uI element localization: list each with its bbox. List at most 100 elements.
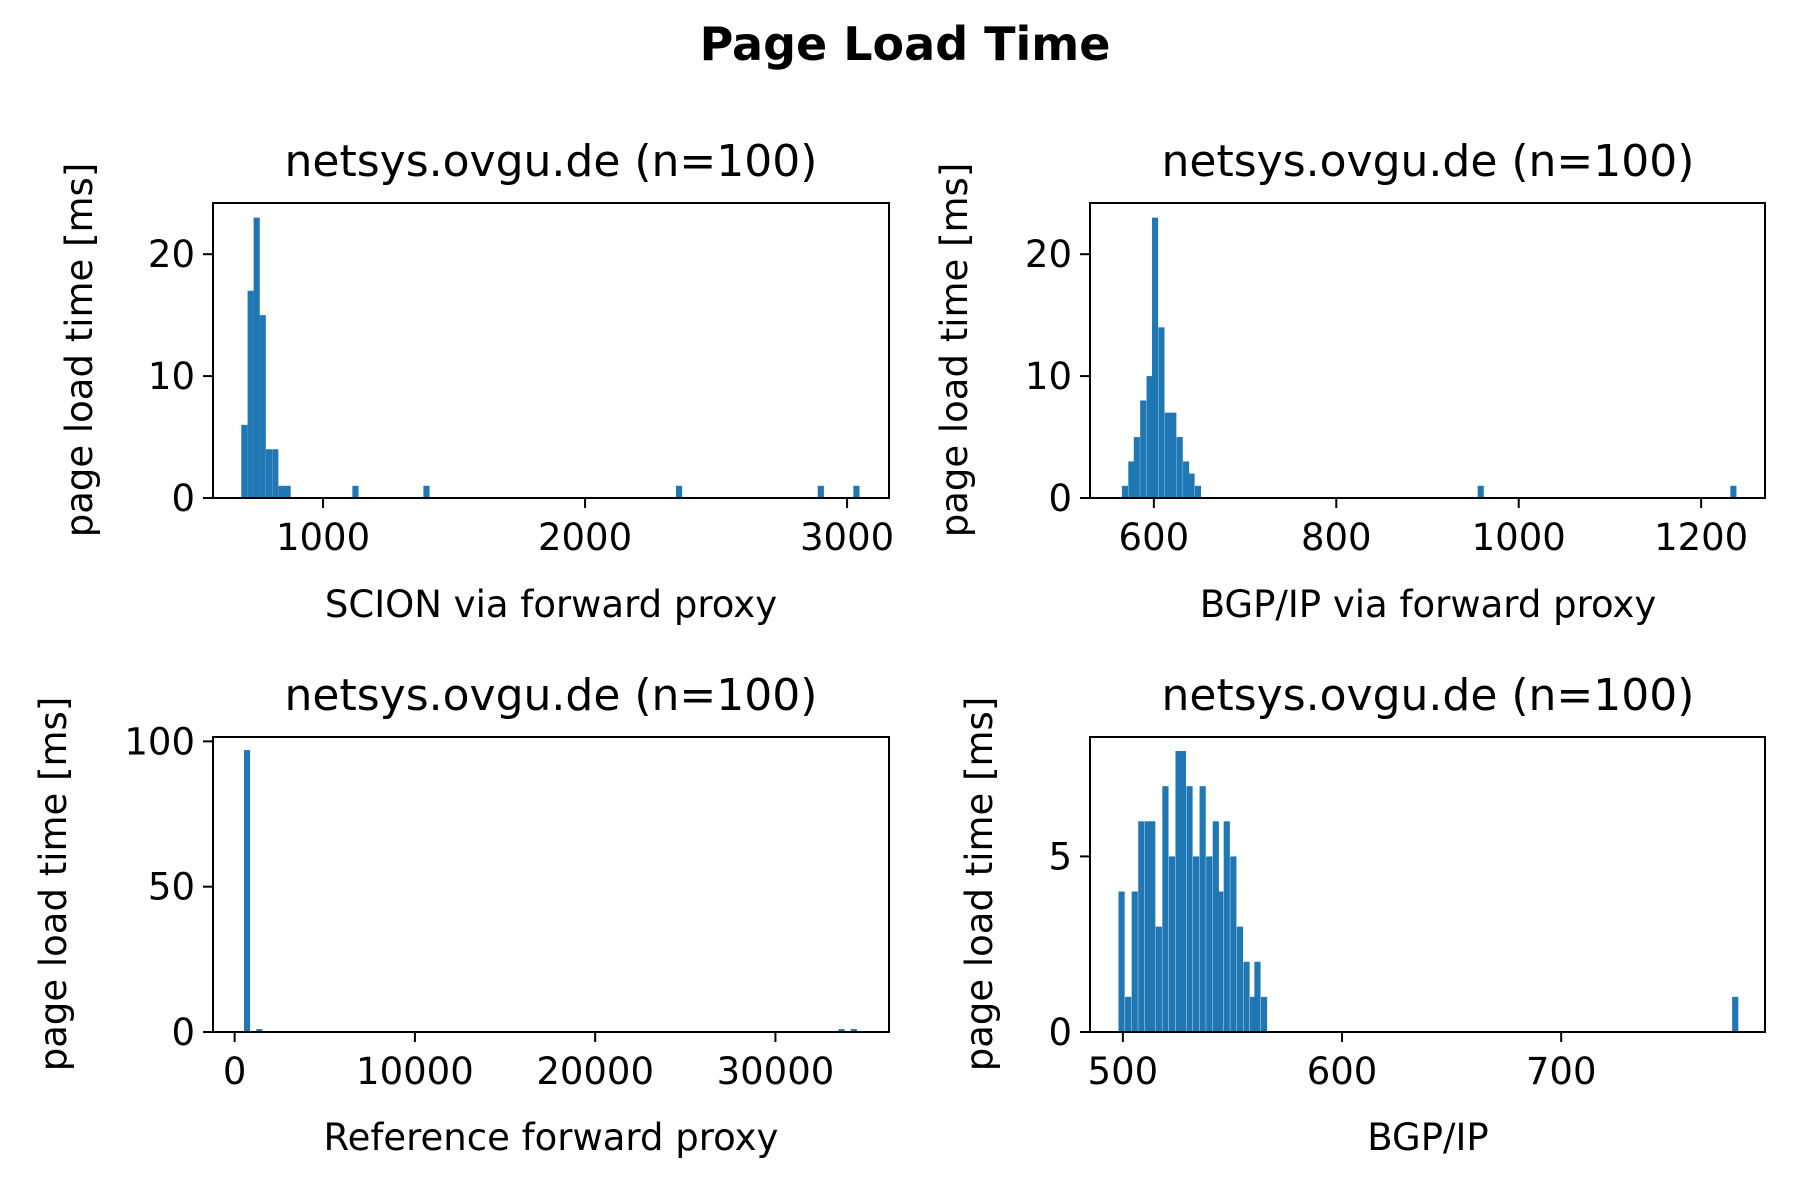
histogram-bar: [423, 485, 430, 498]
histogram-bar: [1155, 926, 1162, 1032]
x-axis-label: BGP/IP: [1367, 1116, 1488, 1159]
histogram-bar: [1128, 461, 1135, 498]
histogram-bar: [1146, 376, 1153, 498]
histogram-bar: [1183, 461, 1190, 498]
axes-frame: [1089, 736, 1766, 1033]
histogram-bar: [1212, 821, 1219, 1032]
x-axis-label: BGP/IP via forward proxy: [1200, 583, 1657, 626]
x-tick-label: 20000: [536, 1050, 654, 1093]
histogram-bar: [1217, 891, 1224, 1032]
histogram-bar: [838, 1029, 845, 1032]
histogram-bar: [1152, 217, 1159, 498]
histogram-bar: [244, 750, 251, 1032]
y-tick-label: 20: [148, 233, 195, 276]
histogram-panel-4: 500 600 700 0 5 netsys.ovgu.de (n=100) BGP/IP p…: [958, 670, 1766, 1159]
y-tick-label: 0: [1048, 1011, 1072, 1054]
panel-title: netsys.ovgu.de (n=100): [285, 670, 818, 721]
y-tick-label: 0: [171, 1011, 195, 1054]
histogram-bar: [1168, 856, 1176, 1032]
y-tick-label: 100: [124, 720, 195, 763]
histogram-bar: [284, 485, 291, 498]
histogram-bar: [1188, 473, 1195, 498]
histogram-bar: [1149, 821, 1156, 1032]
histogram-bar: [1125, 996, 1132, 1032]
histogram-bar: [278, 485, 285, 498]
axes-frame: [1089, 202, 1766, 499]
histogram-bar: [1138, 821, 1145, 1032]
y-axis-label: page load time [ms]: [933, 163, 976, 538]
x-tick-label: 0: [223, 1050, 247, 1093]
histogram-bar: [1260, 996, 1268, 1032]
histogram-bar: [1254, 961, 1261, 1032]
histogram-bar: [1730, 485, 1737, 498]
x-tick-label: 500: [1088, 1050, 1159, 1093]
histogram-bar: [850, 1029, 857, 1032]
histogram-bar: [1176, 437, 1183, 498]
histogram-bar: [1158, 327, 1165, 498]
histogram-bar: [265, 449, 273, 498]
histogram-bar: [247, 290, 254, 498]
panel-title: netsys.ovgu.de (n=100): [1162, 136, 1695, 187]
y-axis-label: page load time [ms]: [32, 697, 75, 1072]
histogram-bar: [1236, 926, 1244, 1032]
histogram-bar: [1249, 996, 1257, 1032]
x-tick-label: 700: [1526, 1050, 1597, 1093]
histogram-bar: [817, 485, 824, 498]
x-tick-label: 2000: [538, 516, 632, 559]
histogram-bar: [853, 485, 860, 498]
axes-frame: [212, 202, 890, 499]
histogram-bar: [352, 485, 359, 498]
histogram-bar: [1193, 856, 1200, 1032]
y-axis-label: page load time [ms]: [958, 697, 1001, 1072]
y-tick-label: 10: [148, 355, 195, 398]
x-tick-label: 600: [1119, 516, 1190, 559]
histogram-bar: [1164, 412, 1171, 498]
y-tick-label: 5: [1048, 835, 1072, 878]
x-tick-label: 30000: [717, 1050, 835, 1093]
histogram-bar: [1133, 437, 1140, 498]
histogram-panel-3: 0 10000 20000 30000 0 50 100 netsys.ovgu.de (n=…: [32, 670, 890, 1159]
y-tick-label: 10: [1025, 355, 1072, 398]
histogram-bar: [1230, 856, 1237, 1032]
histogram-bar: [1131, 891, 1138, 1032]
panel-title: netsys.ovgu.de (n=100): [1162, 670, 1695, 721]
y-tick-label: 0: [1048, 477, 1072, 520]
histogram-bar: [253, 217, 260, 498]
x-axis-label: SCION via forward proxy: [325, 583, 777, 626]
histogram-bar: [1121, 485, 1129, 498]
histogram-panel-2: 600 800 1000 1200 0 10 20 netsys.ovgu.de (n=100…: [933, 136, 1766, 626]
histogram-panel-1: 1000 2000 3000 0 10 20 netsys.ovgu.de (n=100) S…: [58, 136, 894, 626]
histogram-bar: [241, 424, 248, 498]
x-axis-label: Reference forward proxy: [324, 1116, 779, 1159]
x-tick-label: 600: [1307, 1050, 1378, 1093]
y-tick-label: 50: [148, 866, 195, 909]
histogram-bar: [1118, 891, 1125, 1032]
x-tick-label: 1000: [1472, 516, 1566, 559]
x-tick-label: 1200: [1654, 516, 1748, 559]
figure-title: Page Load Time: [700, 17, 1111, 71]
histogram-bar: [1144, 821, 1151, 1032]
histogram-bar: [1186, 786, 1193, 1032]
y-tick-label: 0: [171, 477, 195, 520]
y-tick-label: 20: [1025, 233, 1072, 276]
axes-frame: [212, 736, 890, 1033]
histogram-bar: [272, 449, 279, 498]
histogram-bar: [1170, 412, 1177, 498]
histogram-bar: [259, 315, 266, 498]
histogram-bar: [1199, 786, 1206, 1032]
histogram-bar: [1477, 485, 1484, 498]
histogram-bar: [1194, 485, 1202, 498]
x-tick-label: 10000: [356, 1050, 474, 1093]
histogram-bar: [1162, 786, 1169, 1032]
histogram-bar: [1179, 751, 1187, 1032]
histogram-bar: [1223, 821, 1230, 1032]
x-tick-label: 1000: [276, 516, 370, 559]
panel-title: netsys.ovgu.de (n=100): [285, 136, 818, 187]
x-tick-label: 800: [1301, 516, 1372, 559]
histogram-bar: [1732, 996, 1739, 1032]
histogram-bar: [1140, 400, 1147, 498]
histogram-bar: [256, 1029, 263, 1032]
histogram-bar: [1206, 856, 1213, 1032]
